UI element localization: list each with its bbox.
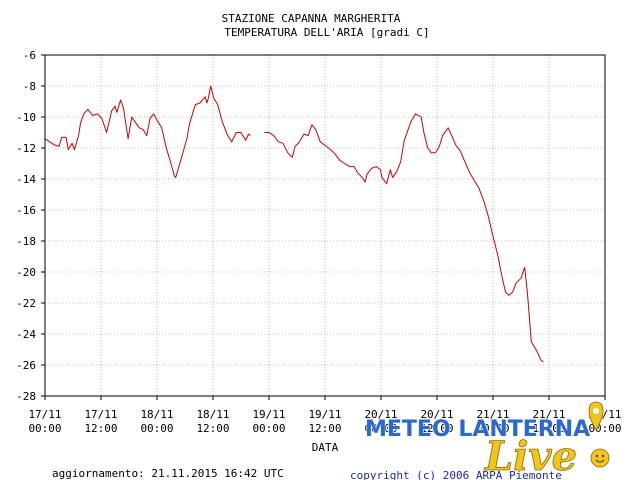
x-axis: 17/1100:0017/1112:0018/1100:0018/1112:00… — [28, 396, 622, 435]
x-tick-date: 21/11 — [476, 408, 509, 421]
grid — [44, 54, 606, 397]
x-tick-time: 00:00 — [364, 422, 397, 435]
y-tick-label: -28 — [16, 390, 36, 403]
y-tick-label: -18 — [16, 235, 36, 248]
x-tick-date: 17/11 — [84, 408, 117, 421]
x-tick-date: 17/11 — [28, 408, 61, 421]
x-tick-date: 21/11 — [532, 408, 565, 421]
x-tick-time: 12:00 — [532, 422, 565, 435]
x-tick-time: 00:00 — [28, 422, 61, 435]
x-tick-date: 18/11 — [140, 408, 173, 421]
x-tick-date: 20/11 — [364, 408, 397, 421]
meteo-lanterna-logo: Live METEO LANTERNA — [364, 401, 610, 480]
x-tick-time: 12:00 — [196, 422, 229, 435]
y-tick-label: -26 — [16, 359, 36, 372]
x-tick-date: 20/11 — [420, 408, 453, 421]
logo-live-text: Live — [484, 433, 577, 480]
copyright-text: copyright (c) 2006 ARPA Piemonte — [350, 469, 562, 480]
y-tick-label: -10 — [16, 111, 36, 124]
x-tick-date: 19/11 — [308, 408, 341, 421]
y-tick-label: -8 — [23, 80, 36, 93]
x-tick-time: 00:00 — [476, 422, 509, 435]
y-tick-label: -24 — [16, 328, 36, 341]
y-tick-label: -14 — [16, 173, 36, 186]
temperature-line-segment — [264, 113, 544, 363]
x-tick-time: 00:00 — [140, 422, 173, 435]
lighthouse-pin-icon — [588, 401, 604, 431]
chart-subtitle: TEMPERATURA DELL'ARIA [gradi C] — [224, 26, 429, 39]
x-tick-time: 12:00 — [420, 422, 453, 435]
logo-brand-text: METEO LANTERNA — [365, 417, 590, 442]
y-tick-label: -22 — [16, 297, 36, 310]
x-axis-label: DATA — [312, 441, 339, 454]
update-timestamp: aggiornamento: 21.11.2015 16:42 UTC — [52, 467, 284, 480]
temperature-line-segment — [44, 85, 251, 178]
y-axis: -6 -8 -10 -12 -14 -16 -18 -20 -22 -24 -26 -28 — [16, 49, 45, 403]
y-tick-label: -12 — [16, 142, 36, 155]
sun-icon — [590, 448, 610, 468]
y-tick-label: -6 — [23, 49, 36, 62]
y-tick-label: -16 — [16, 204, 36, 217]
x-tick-date: 19/11 — [252, 408, 285, 421]
x-tick-time: 00:00 — [252, 422, 285, 435]
x-tick-date: 18/11 — [196, 408, 229, 421]
x-tick-time: 12:00 — [308, 422, 341, 435]
series-layer — [44, 85, 544, 363]
y-tick-label: -20 — [16, 266, 36, 279]
x-tick-time: 12:00 — [84, 422, 117, 435]
chart-title: STAZIONE CAPANNA MARGHERITA — [222, 12, 401, 25]
